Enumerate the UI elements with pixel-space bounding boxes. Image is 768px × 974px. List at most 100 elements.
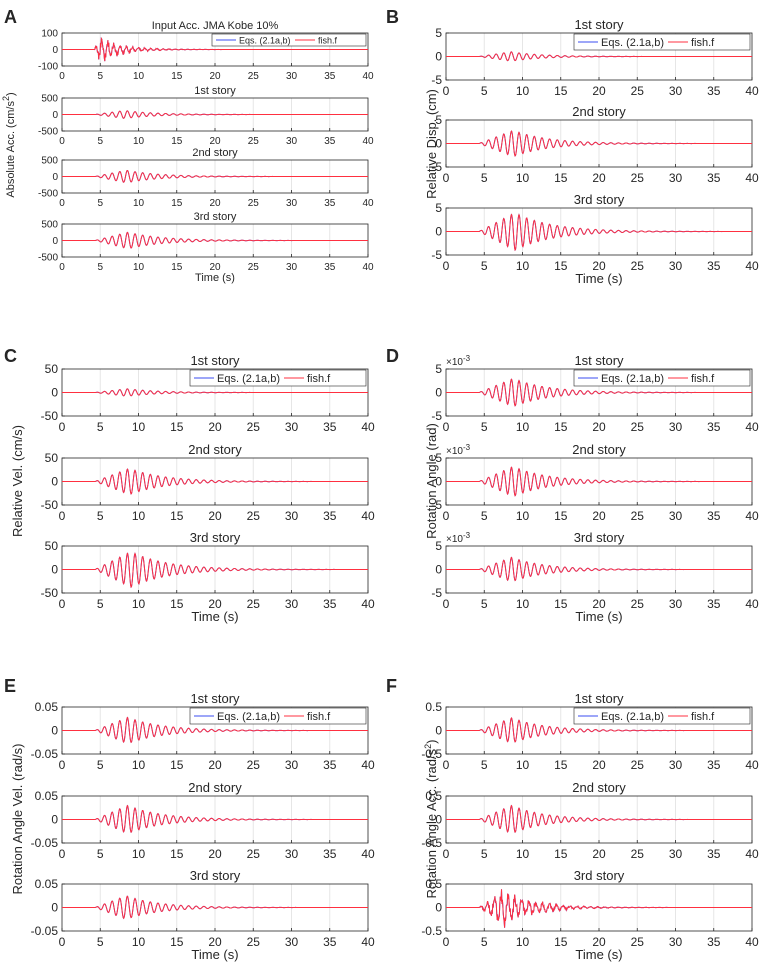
x-tick-label: 30	[669, 597, 683, 611]
x-tick-label: 10	[132, 935, 146, 949]
y-tick-label: 5	[435, 113, 442, 127]
legend: Eqs. (2.1a,b) fish.f	[211, 33, 367, 47]
x-tick-label: 20	[592, 597, 606, 611]
y-tick-label: -50	[41, 498, 59, 512]
x-tick-label: 40	[745, 259, 759, 273]
series-fish-line	[62, 552, 369, 589]
x-tick-label: 0	[59, 71, 65, 82]
x-tick-label: 0	[443, 935, 450, 949]
legend-eqs-label: Eqs. (2.1a,b)	[239, 36, 291, 46]
y-tick-label: 0	[51, 724, 58, 738]
x-tick-label: 20	[209, 262, 221, 273]
y-tick-label: 0	[51, 475, 58, 489]
y-tick-label: -500	[38, 253, 58, 264]
x-tick-label: 25	[247, 597, 261, 611]
subplot-title: 2nd story	[188, 780, 242, 795]
x-tick-label: 30	[286, 262, 298, 273]
x-tick-label: 40	[745, 509, 759, 523]
x-tick-label: 5	[97, 758, 104, 772]
x-tick-label: 25	[247, 420, 261, 434]
y-label-unit-end: )	[5, 92, 17, 96]
x-tick-label: 0	[59, 262, 65, 273]
x-tick-label: 10	[132, 597, 146, 611]
x-tick-label: 15	[554, 847, 568, 861]
x-tick-label: 20	[592, 758, 606, 772]
subplot-title: Input Acc. JMA Kobe 10%	[152, 20, 279, 32]
x-tick-label: 20	[592, 509, 606, 523]
y-tick-label: -500	[38, 189, 58, 200]
x-tick-label: 40	[361, 935, 375, 949]
x-tick-label: 0	[59, 597, 66, 611]
y-tick-label: -5	[431, 409, 442, 423]
y-tick-label: -5	[431, 73, 442, 87]
series-fish-line	[446, 717, 752, 743]
x-tick-label: 10	[516, 259, 530, 273]
x-tick-label: 20	[209, 71, 221, 82]
x-axis-label: Time (s)	[575, 271, 622, 286]
x-tick-label: 35	[707, 847, 721, 861]
y-tick-label: 0	[51, 386, 58, 400]
legend-box	[573, 369, 751, 387]
x-tick-label: 30	[285, 847, 299, 861]
x-tick-label: 30	[669, 935, 683, 949]
subplot-title: 3rd story	[574, 868, 625, 883]
x-tick-label: 30	[669, 420, 683, 434]
x-tick-label: 0	[443, 420, 450, 434]
x-axis-label: Time (s)	[191, 947, 238, 962]
y-tick-label: 0	[51, 901, 58, 915]
x-tick-label: 40	[362, 262, 374, 273]
x-tick-label: 30	[669, 84, 683, 98]
x-tick-label: 30	[285, 420, 299, 434]
x-tick-label: 5	[481, 509, 488, 523]
x-tick-label: 35	[324, 71, 336, 82]
x-tick-label: 15	[170, 935, 184, 949]
series-fish-line	[62, 468, 368, 495]
panel-letter: A	[4, 7, 17, 27]
series-fish-line	[446, 556, 752, 582]
x-tick-label: 35	[707, 509, 721, 523]
legend-box	[573, 707, 751, 725]
x-tick-label: 30	[669, 171, 683, 185]
subplot-title: 1st story	[190, 691, 240, 706]
subplot-title: 2nd story	[572, 780, 626, 795]
x-tick-label: 25	[631, 84, 645, 98]
x-tick-label: 15	[170, 509, 184, 523]
y-tick-label: 0	[52, 172, 58, 183]
y-tick-label: -5	[431, 586, 442, 600]
x-tick-label: 40	[745, 171, 759, 185]
y-tick-label: 0	[435, 475, 442, 489]
x-tick-label: 15	[554, 509, 568, 523]
legend-eqs-label: Eqs. (2.1a,b)	[601, 37, 664, 49]
x-tick-label: 0	[443, 597, 450, 611]
x-tick-label: 15	[554, 259, 568, 273]
y-tick-label: -0.05	[31, 836, 59, 850]
x-tick-label: 40	[745, 758, 759, 772]
x-tick-label: 35	[707, 420, 721, 434]
subplot-title: 2nd story	[188, 442, 242, 457]
x-tick-label: 25	[247, 509, 261, 523]
legend-fish-label: fish.f	[691, 711, 715, 723]
x-tick-label: 0	[59, 509, 66, 523]
x-tick-label: 25	[631, 597, 645, 611]
x-tick-label: 15	[170, 420, 184, 434]
x-tick-label: 0	[443, 758, 450, 772]
x-tick-label: 25	[631, 935, 645, 949]
x-axis-label: Time (s)	[575, 947, 622, 962]
x-tick-label: 5	[97, 136, 103, 147]
x-tick-label: 40	[745, 935, 759, 949]
x-tick-label: 30	[285, 935, 299, 949]
y-tick-label: 500	[41, 156, 58, 167]
y-tick-label: 500	[41, 94, 58, 105]
x-tick-label: 10	[132, 420, 146, 434]
x-tick-label: 25	[247, 847, 261, 861]
x-tick-label: 35	[707, 259, 721, 273]
y-tick-label: 0	[52, 110, 58, 121]
y-tick-label: 50	[45, 539, 59, 553]
y-tick-label: 0	[435, 386, 442, 400]
legend-fish-label: fish.f	[307, 711, 331, 723]
x-tick-label: 35	[707, 84, 721, 98]
